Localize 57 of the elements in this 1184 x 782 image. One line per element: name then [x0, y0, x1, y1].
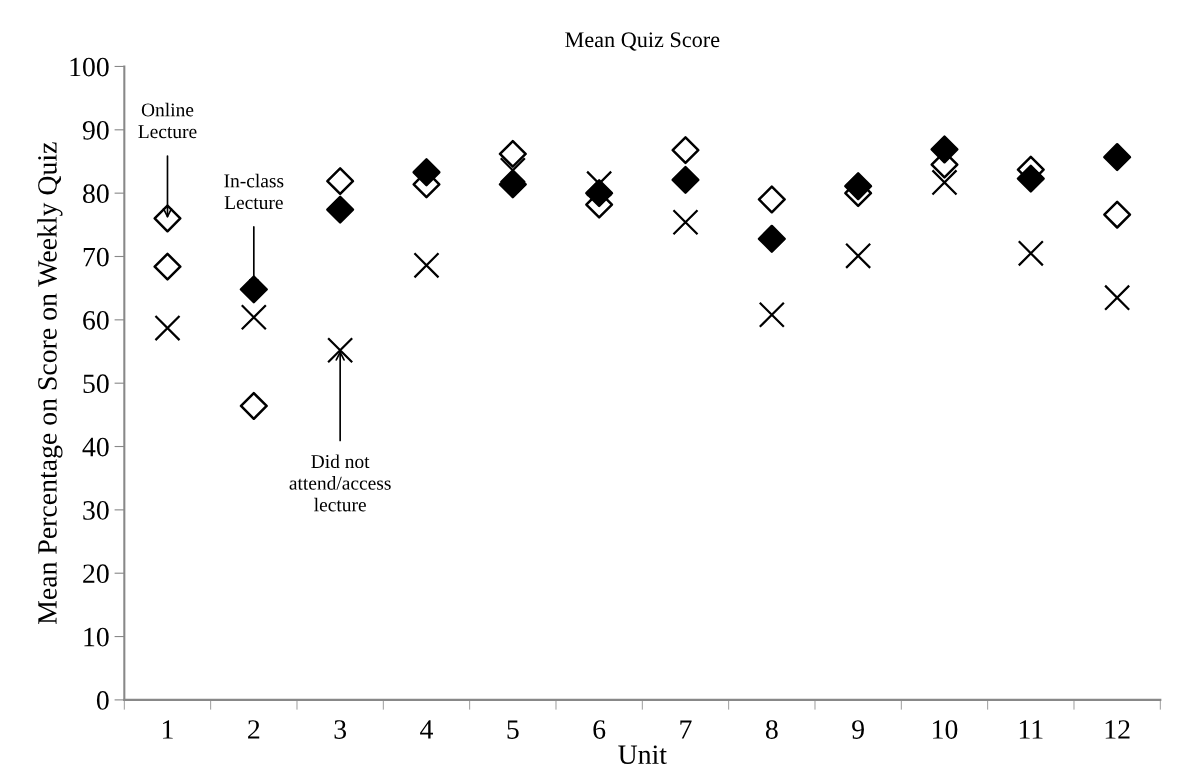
point [930, 135, 959, 164]
x-tick-label: 6 [593, 720, 606, 739]
y-tick-label: 80 [83, 184, 109, 204]
point [757, 224, 786, 253]
x-tick-label: 12 [1105, 720, 1130, 739]
x-tick-label: 11 [1019, 720, 1043, 739]
y-tick-label: 30 [83, 501, 109, 520]
y-tick-label: 50 [83, 374, 109, 394]
point [239, 391, 268, 421]
point [757, 185, 786, 214]
point [326, 167, 355, 196]
annotation: In-class Lecture [224, 173, 284, 210]
point [671, 136, 700, 165]
point [239, 275, 268, 304]
y-tick-label: 40 [82, 437, 109, 457]
point [327, 337, 354, 364]
point [326, 195, 355, 224]
y-axis-title: Mean Percentage on Score on Weekly Quiz [37, 142, 63, 624]
point [1016, 164, 1045, 193]
y-tick-label: 90 [82, 120, 109, 140]
point [1103, 200, 1132, 229]
x-tick-label: 10 [933, 720, 958, 739]
point [586, 170, 613, 197]
point [498, 139, 527, 168]
x-tick-label: 9 [852, 720, 864, 739]
y-tick-label: 0 [96, 691, 109, 710]
annotation: Did not attend/access lecture [289, 454, 391, 512]
y-tick-label: 20 [83, 564, 109, 584]
y-tick-label: 70 [83, 247, 109, 267]
point [1104, 284, 1131, 311]
point [671, 165, 700, 194]
point [845, 242, 872, 269]
chart-title: Mean Quiz Score [565, 32, 720, 51]
point [1103, 142, 1132, 172]
x-tick-label: 1 [162, 720, 173, 739]
point [844, 172, 873, 201]
x-tick-label: 3 [334, 720, 347, 739]
point [413, 252, 440, 279]
point [412, 158, 441, 187]
x-tick-label: 5 [507, 720, 519, 739]
x-tick-label: 4 [420, 720, 433, 739]
x-tick-label: 7 [680, 720, 692, 739]
x-tick-label: 2 [248, 720, 260, 739]
point [758, 301, 785, 328]
point [931, 169, 958, 196]
x-axis-title: Unit [618, 745, 667, 765]
annotation: Online Lecture [138, 102, 197, 139]
point [672, 209, 699, 236]
point [153, 252, 182, 281]
point [154, 314, 181, 342]
y-tick-label: 60 [83, 311, 109, 330]
point [499, 157, 526, 184]
point [240, 304, 267, 331]
point [1017, 240, 1044, 267]
y-tick-label: 10 [84, 627, 109, 647]
y-tick-label: 100 [70, 57, 109, 77]
x-tick-label: 8 [765, 720, 778, 739]
